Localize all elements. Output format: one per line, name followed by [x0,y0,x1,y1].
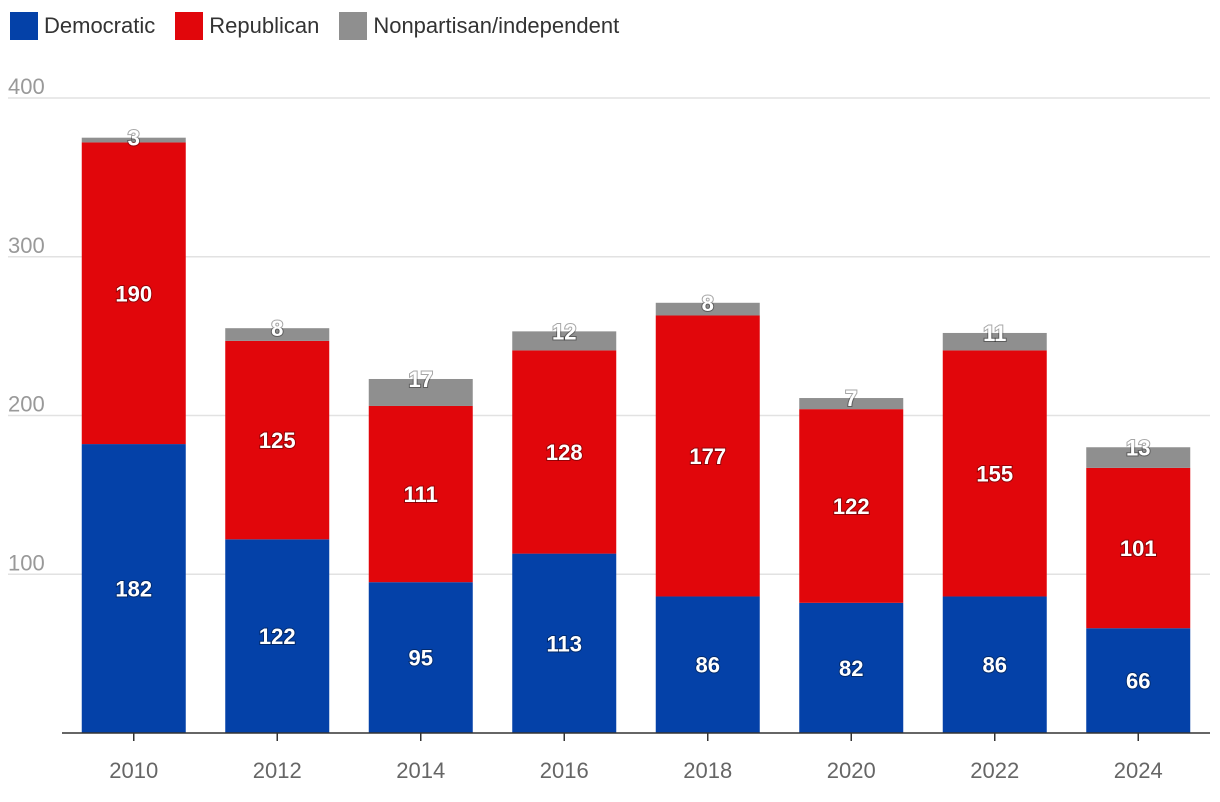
x-tick-label-2024: 2024 [1114,758,1163,783]
data-label-nonpartisan-2020: 7 [845,386,857,411]
x-tick-label-2016: 2016 [540,758,589,783]
data-label-democratic-2018: 86 [696,653,720,678]
x-tick-label-2022: 2022 [970,758,1019,783]
data-label-republican-2020: 122 [833,494,870,519]
data-label-democratic-2022: 86 [983,653,1007,678]
bar-democratic-2014 [368,582,473,733]
bar-nonpartisan-2010 [81,137,186,143]
data-label-republican-2024: 101 [1120,536,1157,561]
legend-swatch-democratic [10,12,38,40]
y-tick-label-200: 200 [8,392,45,417]
legend-label-democratic: Democratic [44,13,156,38]
bar-democratic-2020 [799,602,904,733]
data-label-nonpartisan-2024: 13 [1126,435,1150,460]
data-label-nonpartisan-2012: 8 [271,316,283,341]
data-label-democratic-2016: 113 [547,631,583,656]
data-label-republican-2010: 190 [115,281,152,306]
bar-nonpartisan-2018 [655,302,760,316]
legend-swatch-republican [175,12,204,40]
bar-republican-2012 [225,340,330,540]
y-tick-label-300: 300 [8,233,45,258]
data-label-democratic-2020: 82 [839,656,863,681]
y-tick-label-400: 400 [8,74,45,99]
legend-item-republican: Republican [175,12,319,40]
data-label-democratic-2014: 95 [409,646,433,671]
data-label-nonpartisan-2022: 11 [983,321,1006,346]
data-label-republican-2014: 111 [404,482,438,507]
legend-item-democratic: Democratic [10,12,155,40]
data-label-democratic-2012: 122 [259,624,296,649]
x-tick-label-2010: 2010 [109,758,158,783]
bar-democratic-2010 [81,444,186,733]
data-label-nonpartisan-2014: 17 [409,367,433,392]
legend: Democratic Republican Nonpartisan/indepe… [10,10,639,42]
x-tick-label-2018: 2018 [683,758,732,783]
bar-republican-2016 [512,350,617,554]
legend-item-nonpartisan: Nonpartisan/independent [339,12,619,40]
legend-label-republican: Republican [209,13,320,38]
bar-nonpartisan-2014 [368,378,473,406]
data-label-republican-2016: 128 [546,440,583,465]
data-label-republican-2012: 125 [259,428,296,453]
bar-nonpartisan-2016 [512,331,617,351]
x-tick-label-2012: 2012 [253,758,302,783]
data-label-democratic-2010: 182 [115,577,152,602]
bar-democratic-2024 [1086,628,1191,733]
bar-republican-2018 [655,315,760,597]
x-tick-label-2020: 2020 [827,758,876,783]
legend-swatch-nonpartisan [339,12,368,40]
x-tick-label-2014: 2014 [396,758,445,783]
bar-republican-2022 [942,350,1047,597]
bar-nonpartisan-2024 [1086,447,1191,468]
bar-democratic-2022 [942,596,1047,733]
bar-democratic-2018 [655,596,760,733]
bar-republican-2020 [799,409,904,603]
y-tick-label-100: 100 [8,550,45,575]
legend-label-nonpartisan: Nonpartisan/independent [373,13,620,38]
bar-democratic-2016 [512,553,617,733]
bar-nonpartisan-2020 [799,398,904,410]
bar-republican-2010 [81,142,186,445]
bar-democratic-2012 [225,539,330,733]
data-label-nonpartisan-2018: 8 [702,291,714,316]
bar-nonpartisan-2022 [942,332,1047,351]
data-label-republican-2022: 155 [976,461,1013,486]
data-label-nonpartisan-2016: 12 [552,319,576,344]
bar-republican-2014 [368,405,473,583]
data-label-republican-2018: 177 [689,444,726,469]
data-label-democratic-2024: 66 [1126,669,1150,694]
bar-republican-2024 [1086,467,1191,629]
data-label-nonpartisan-2010: 3 [128,126,140,151]
bar-nonpartisan-2012 [225,328,330,341]
